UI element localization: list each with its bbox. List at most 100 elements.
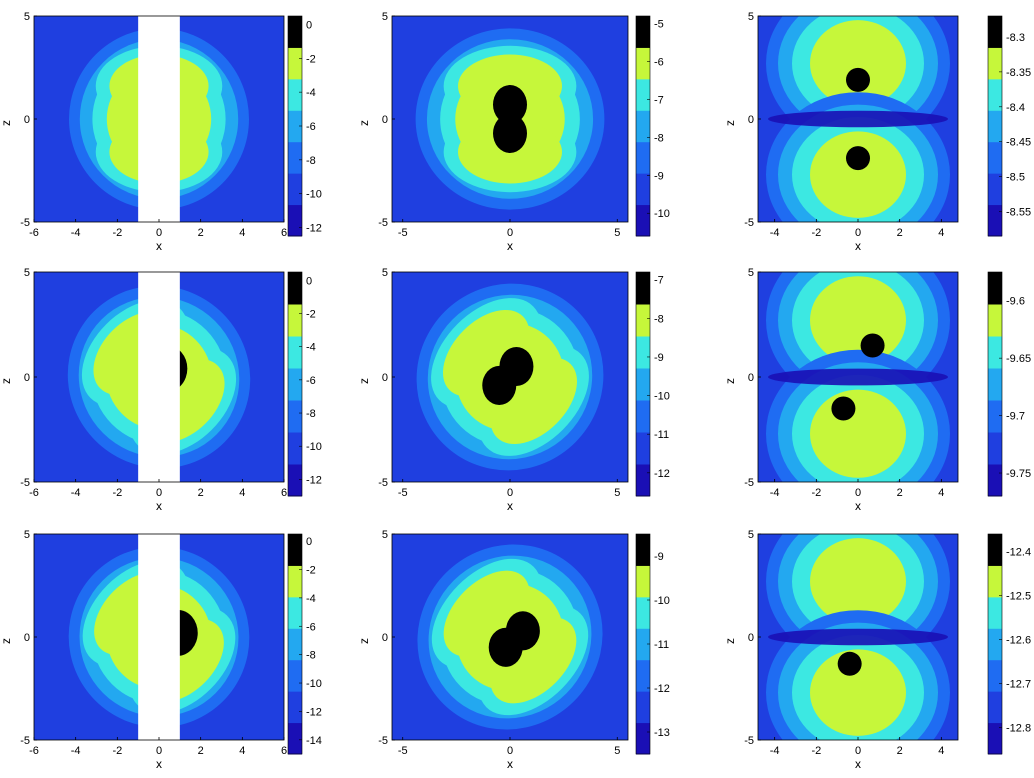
colorbar-tick-label: -6	[306, 375, 316, 387]
colorbar-band	[988, 304, 1002, 337]
colorbar-tick-label: -8.3	[1006, 32, 1025, 44]
center-band	[768, 368, 948, 386]
colorbar-tick-label: -8.5	[1006, 172, 1025, 184]
colorbar-band	[988, 47, 1002, 80]
x-tick-label: 5	[614, 487, 620, 499]
x-tick-label: 2	[897, 487, 903, 499]
colorbar-tick-label: -12	[306, 706, 322, 718]
colorbar-band	[988, 534, 1002, 566]
field-map	[392, 534, 628, 740]
colorbar-tick-label: -8	[306, 155, 316, 167]
x-tick-label: 2	[897, 227, 903, 239]
particle-hole	[488, 627, 523, 667]
y-tick-label: -5	[744, 217, 754, 229]
x-tick-label: -5	[398, 227, 408, 239]
center-band	[768, 110, 948, 128]
colorbar-band	[988, 659, 1002, 692]
x-tick-label: 2	[198, 745, 204, 757]
colorbar-band	[288, 596, 302, 629]
colorbar-band	[636, 272, 650, 305]
subplot-1-1: -5 0 5 -5 0 5 x z -7 -8 -9 -10 -11 -12	[357, 267, 670, 513]
x-axis-label: x	[507, 239, 513, 253]
particle-hole	[493, 85, 527, 125]
colorbar-tick-label: -6	[306, 621, 316, 633]
colorbar-band	[288, 78, 302, 111]
colorbar-frame	[635, 271, 651, 497]
colorbar-tick-label: -9.7	[1006, 411, 1025, 423]
x-tick-label: 2	[897, 745, 903, 757]
colorbar-band	[636, 204, 650, 237]
colorbar-tick-label: -8	[306, 408, 316, 420]
contour-levels	[766, 534, 950, 740]
colorbar-tick-label: -12	[654, 468, 670, 480]
blank-strip	[138, 16, 180, 238]
particle-hole	[837, 651, 862, 676]
colorbar-band	[288, 432, 302, 465]
colorbar-band	[988, 464, 1002, 497]
colorbar-band	[636, 565, 650, 598]
lower-lobe-level-3	[810, 389, 906, 478]
x-tick-label: -2	[811, 487, 821, 499]
colorbar-band	[288, 628, 302, 661]
colorbar-band	[288, 16, 302, 48]
x-tick-label: -4	[71, 487, 81, 499]
subplot-0-2: -4 -2 0 2 4 -5 0 5 x z -8.3 -8.35 -8.4 -8.45 -8.5 -8.55	[723, 11, 1031, 253]
colorbar-band	[636, 659, 650, 692]
colorbar-band	[988, 628, 1002, 661]
y-axis-label: z	[0, 638, 13, 644]
colorbar-band	[288, 304, 302, 337]
colorbar-band	[288, 272, 302, 305]
field-map	[392, 16, 628, 222]
colorbar: -7 -8 -9 -10 -11 -12	[635, 271, 670, 497]
colorbar-band	[988, 400, 1002, 433]
colorbar-band	[636, 464, 650, 497]
colorbar-frame	[287, 271, 303, 497]
colorbar-frame	[987, 271, 1003, 497]
y-axis-label: z	[357, 638, 371, 644]
y-axis-label: z	[0, 378, 13, 384]
x-tick-label: -2	[811, 745, 821, 757]
colorbar-tick-label: 0	[306, 275, 312, 287]
y-tick-label: 0	[24, 114, 30, 126]
center-band	[768, 628, 948, 646]
colorbar-band	[288, 336, 302, 369]
colorbar-tick-label: -12	[306, 474, 322, 486]
x-tick-label: -6	[29, 227, 39, 239]
x-tick-label: 2	[198, 227, 204, 239]
y-tick-label: 0	[748, 632, 754, 644]
colorbar-band	[636, 47, 650, 80]
colorbar: -9 -10 -11 -12 -13	[635, 533, 670, 755]
x-tick-label: 4	[239, 487, 245, 499]
x-tick-label: 4	[938, 487, 944, 499]
y-tick-label: -5	[744, 477, 754, 489]
x-tick-label: 0	[156, 227, 162, 239]
field-map	[392, 272, 628, 482]
colorbar-tick-label: -10	[654, 595, 670, 607]
x-tick-label: 5	[614, 227, 620, 239]
colorbar-band	[288, 534, 302, 566]
x-axis-label: x	[156, 239, 162, 253]
y-tick-label: 0	[748, 372, 754, 384]
colorbar-tick-label: -8	[654, 132, 664, 144]
colorbar-tick-label: 0	[306, 536, 312, 548]
x-tick-label: -4	[71, 745, 81, 757]
x-tick-label: 0	[156, 745, 162, 757]
colorbar-tick-label: -2	[306, 564, 316, 576]
y-tick-label: -5	[378, 477, 388, 489]
colorbar-band	[636, 596, 650, 629]
y-tick-label: -5	[20, 477, 30, 489]
colorbar-tick-label: -4	[306, 87, 316, 99]
y-tick-label: 0	[382, 632, 388, 644]
x-tick-label: 4	[239, 745, 245, 757]
colorbar-tick-label: -12.7	[1006, 679, 1031, 691]
x-tick-label: -4	[770, 487, 780, 499]
colorbar-band	[288, 400, 302, 433]
subplot-2-1: -5 0 5 -5 0 5 x z -9 -10 -11 -12 -13	[357, 529, 670, 771]
x-tick-label: 0	[855, 745, 861, 757]
x-tick-label: 0	[855, 487, 861, 499]
x-tick-label: 6	[281, 227, 287, 239]
colorbar-tick-label: -9.6	[1006, 296, 1025, 308]
x-tick-label: -2	[112, 227, 122, 239]
colorbar-band	[988, 16, 1002, 48]
